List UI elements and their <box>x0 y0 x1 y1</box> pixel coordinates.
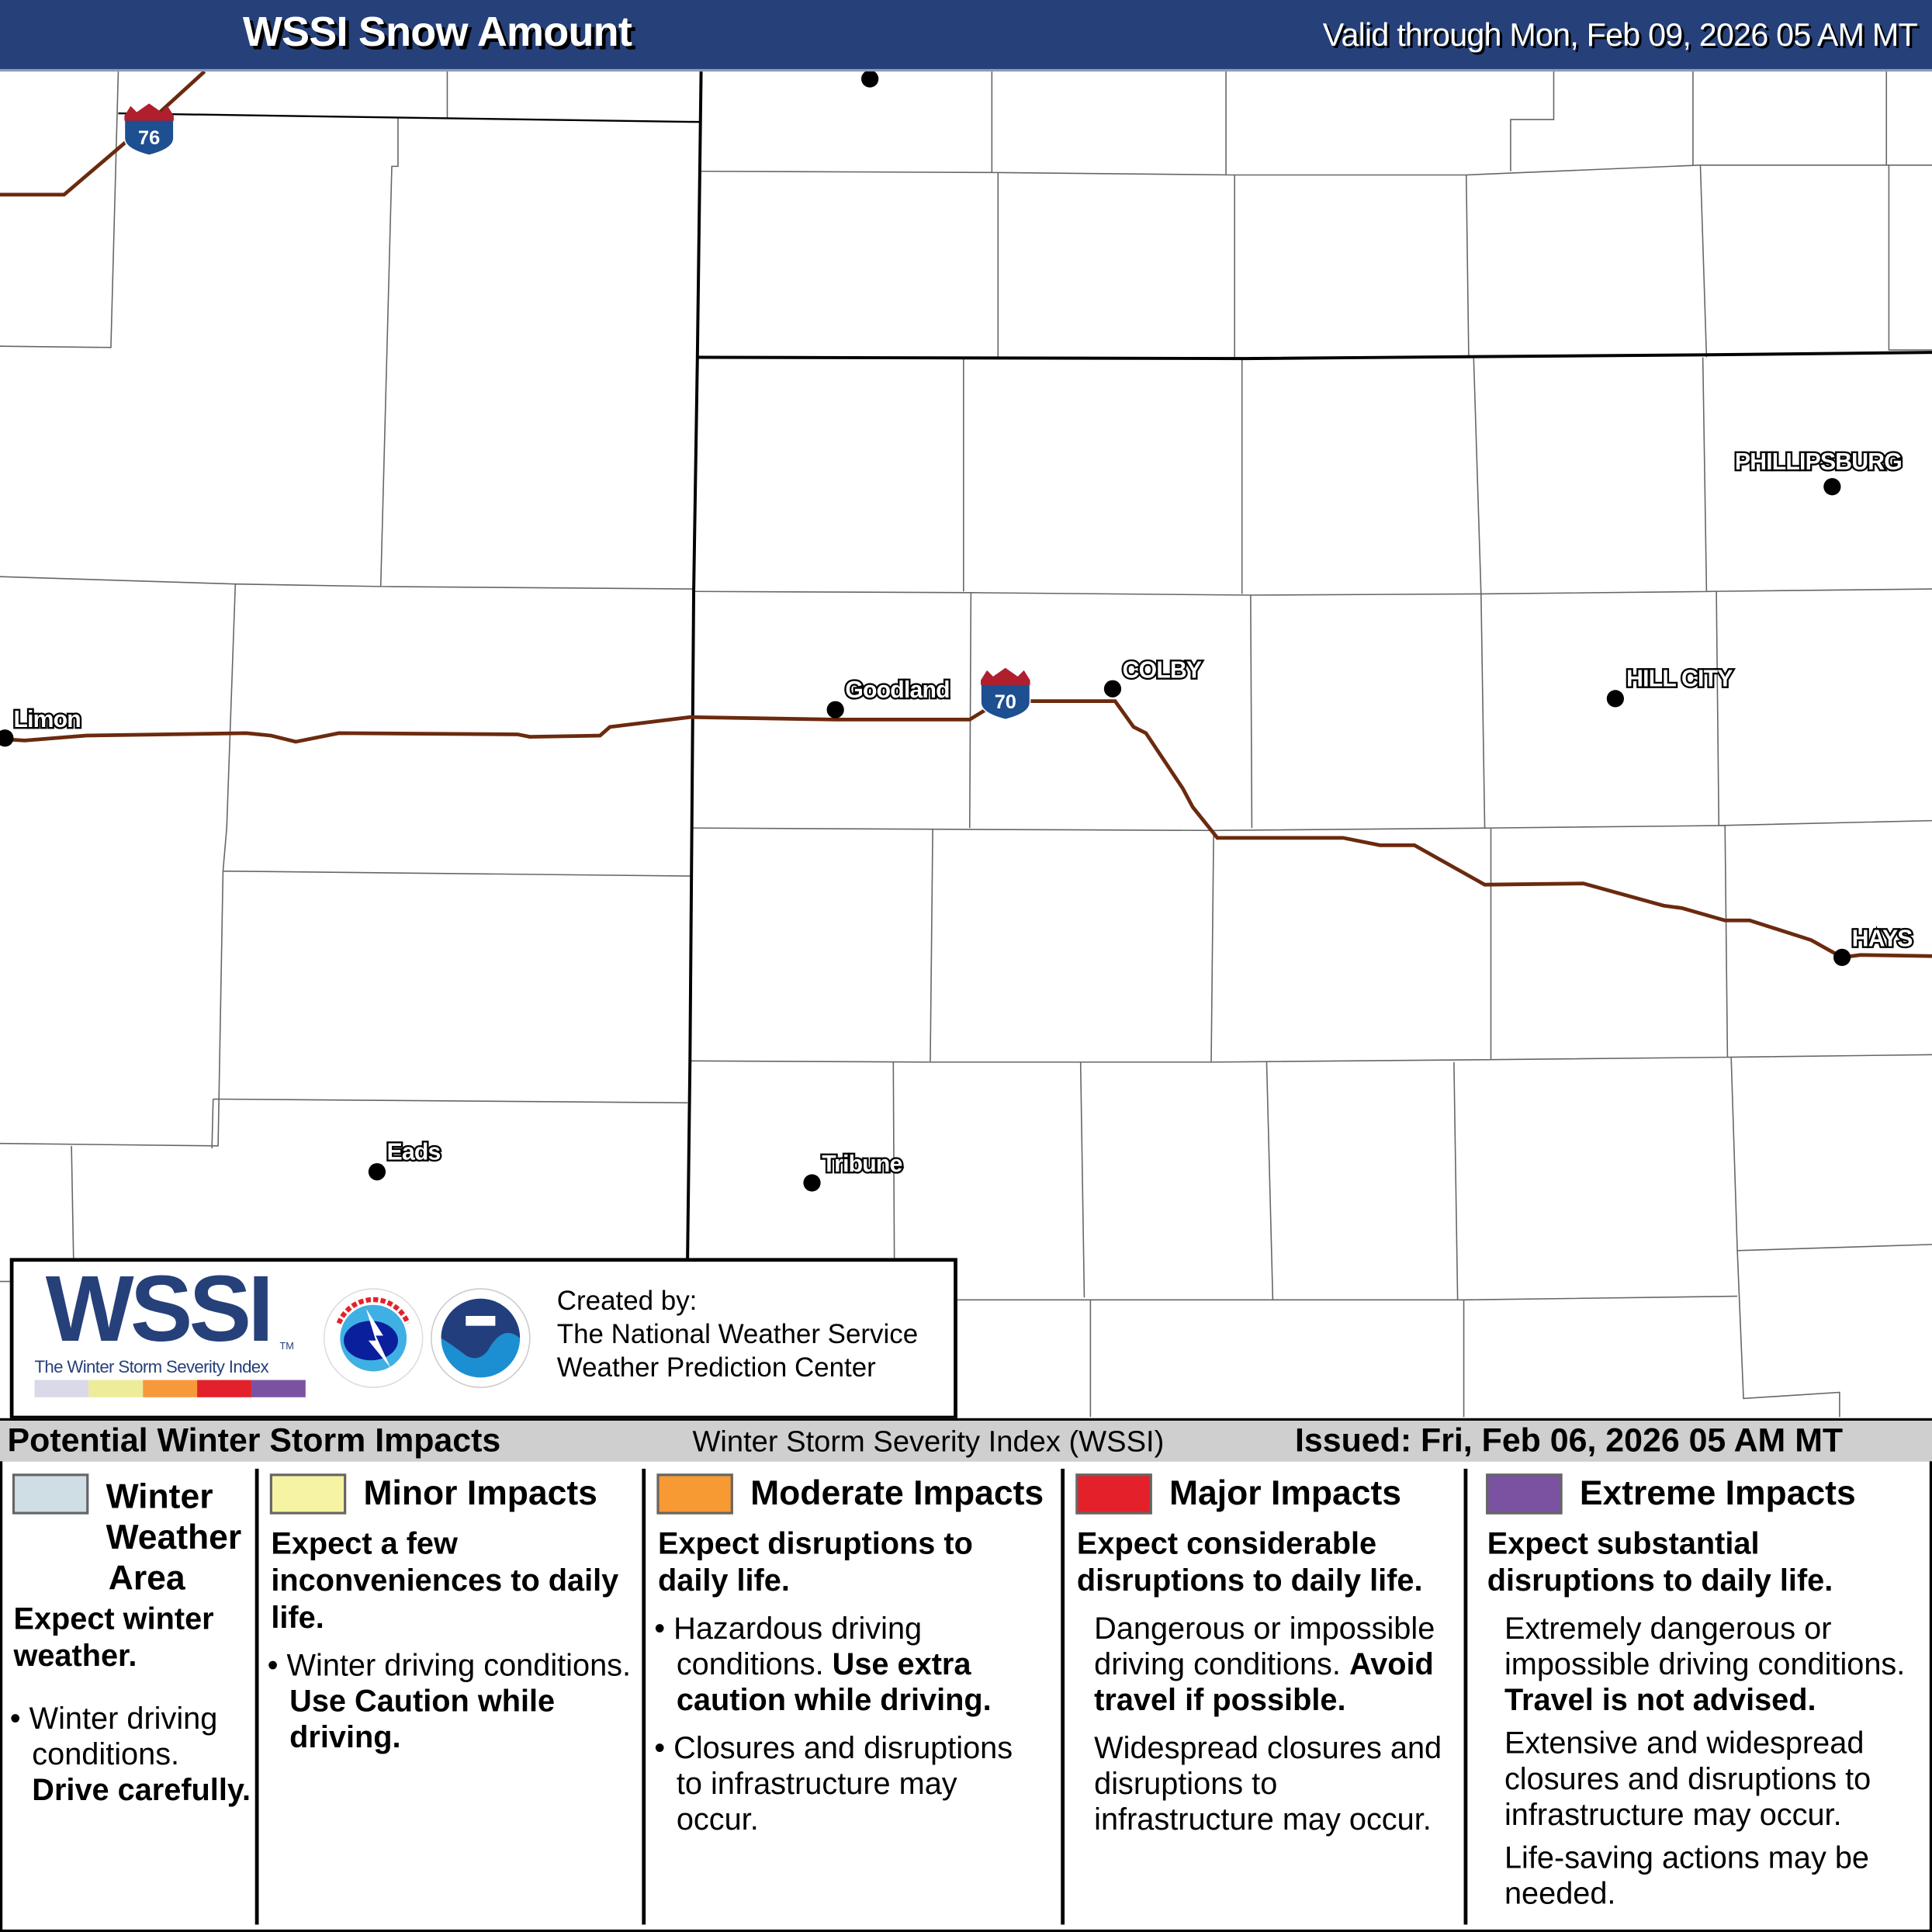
category-expect: Expect disruptions to daily life. <box>657 1526 973 1598</box>
swatch-winter-weather <box>12 1473 89 1515</box>
interstate-70-shield: 70 <box>980 667 1031 721</box>
cities: Limon Goodland COLBY PHILLIPSBURG HILL C… <box>0 71 1915 1192</box>
category-expect: Expect a few inconveniences to daily lif… <box>271 1526 619 1636</box>
city-label: COLBY <box>1123 657 1202 683</box>
issued-time: Issued: Fri, Feb 06, 2026 05 AM MT <box>1294 1421 1844 1459</box>
legend-minor-impacts: Minor Impacts Expect a few inconvenience… <box>268 1461 640 1929</box>
wssi-subtitle: The Winter Storm Severity Index <box>34 1356 269 1376</box>
category-detail: Widespread closures and disruptions to i… <box>1094 1731 1442 1837</box>
category-label: Minor Impacts <box>363 1473 597 1512</box>
legend-extreme-impacts: Extreme Impacts Expect substantial disru… <box>1484 1461 1930 1929</box>
city-goodland: Goodland <box>826 675 952 718</box>
city-label: Limon <box>13 707 80 732</box>
legend-major-impacts: Major Impacts Expect considerable disrup… <box>1073 1461 1461 1929</box>
city-label: HAYS <box>1852 926 1913 952</box>
credits-box: WSSI TM The Winter Storm Severity Index … <box>9 1256 957 1420</box>
created-by: Created by: The National Weather Service… <box>557 1284 918 1384</box>
city-label: Eads <box>387 1139 441 1165</box>
county-boundaries <box>0 71 1932 1418</box>
category-detail: Dangerous or impossible driving conditio… <box>1094 1612 1435 1682</box>
wssi-color-bar <box>34 1380 306 1397</box>
shield-number: 76 <box>138 127 160 149</box>
category-detail: Winter driving conditions. <box>29 1702 218 1772</box>
noaa-logo-icon <box>431 1288 531 1388</box>
city-hill-city: HILL CITY <box>1606 664 1735 708</box>
city-hays: HAYS <box>1833 924 1915 966</box>
category-detail: Extremely dangerous or impossible drivin… <box>1504 1612 1906 1682</box>
swatch-minor <box>269 1473 347 1515</box>
valid-time: Valid through Mon, Feb 09, 2026 05 AM MT <box>1322 16 1918 54</box>
swatch-major <box>1075 1473 1152 1515</box>
category-label: Weather <box>106 1518 242 1556</box>
nws-logo-icon <box>323 1288 424 1388</box>
city-eads: Eads <box>368 1137 443 1181</box>
city-label: PHILLIPSBURG <box>1735 449 1902 475</box>
legend-divider <box>1061 1468 1065 1925</box>
city-label: HILL CITY <box>1626 667 1733 692</box>
category-detail: Closures and disruptions to infrastructu… <box>673 1731 1013 1837</box>
interstate-76-route <box>0 71 206 197</box>
legend-moderate-impacts: Moderate Impacts Expect disruptions to d… <box>654 1473 1044 1837</box>
city-colby: COLBY <box>1103 656 1204 698</box>
wssi-logo: WSSI <box>45 1256 274 1362</box>
city-dot-top <box>861 71 879 88</box>
state-boundaries <box>118 71 1932 1259</box>
map-title: WSSI Snow Amount <box>242 9 632 56</box>
category-detail-bold: Travel is not advised. <box>1504 1683 1816 1718</box>
category-label: Moderate Impacts <box>750 1473 1044 1512</box>
category-expect: Expect substantial disruptions to daily … <box>1487 1526 1833 1598</box>
legend-divider <box>642 1468 646 1925</box>
category-detail: Hazardous driving conditions. <box>673 1612 923 1682</box>
map-area: 76 70 Limon Goodland COLBY PHILLIPSBURG … <box>0 71 1932 1418</box>
swatch-extreme <box>1486 1473 1563 1515</box>
legend-divider <box>1463 1468 1468 1925</box>
header-bar: WSSI Snow Amount Valid through Mon, Feb … <box>0 0 1932 72</box>
interstate-76-shield: 76 <box>123 103 175 156</box>
category-expect: Expect winter weather. <box>13 1601 214 1674</box>
org-wpc: Weather Prediction Center <box>556 1352 876 1383</box>
category-expect: Expect considerable disruptions to daily… <box>1076 1526 1423 1598</box>
category-label: Extreme Impacts <box>1579 1473 1856 1512</box>
category-detail: Extensive and widespread closures and di… <box>1504 1726 1871 1833</box>
category-label: Winter <box>106 1477 213 1516</box>
interstate-roads <box>0 71 1932 960</box>
wssi-trademark: TM <box>279 1340 294 1352</box>
created-by-label: Created by: <box>556 1285 698 1316</box>
city-label: Goodland <box>845 677 949 703</box>
legend-divider <box>254 1468 259 1925</box>
legend-body: Winter Weather Area Expect winter weathe… <box>0 1461 1932 1932</box>
category-detail: Winter driving conditions. <box>286 1648 632 1684</box>
legend-winter-weather-area: Winter Weather Area Expect winter weathe… <box>10 1461 254 1929</box>
shield-number: 70 <box>995 691 1016 713</box>
category-detail-bold: Use extra caution while driving. <box>676 1647 992 1718</box>
city-limon: Limon <box>0 705 83 747</box>
city-tribune: Tribune <box>803 1150 905 1192</box>
city-label: Tribune <box>822 1151 902 1177</box>
category-detail: Life-saving actions may be needed. <box>1504 1840 1869 1912</box>
legend-title: Potential Winter Storm Impacts <box>7 1421 501 1459</box>
category-detail-bold: Use Caution while driving. <box>289 1684 556 1755</box>
category-label: Area <box>108 1558 185 1598</box>
interstate-70-route <box>5 699 1932 960</box>
city-phillipsburg: PHILLIPSBURG <box>1733 448 1904 496</box>
category-detail-bold: Avoid travel if possible. <box>1094 1647 1434 1718</box>
category-detail-bold: Drive carefully. <box>32 1773 251 1808</box>
legend-header: Potential Winter Storm Impacts Winter St… <box>0 1418 1932 1464</box>
org-nws: The National Weather Service <box>556 1318 919 1349</box>
category-label: Major Impacts <box>1169 1473 1402 1512</box>
swatch-moderate <box>656 1473 733 1515</box>
index-name: Winter Storm Severity Index (WSSI) <box>692 1425 1165 1459</box>
